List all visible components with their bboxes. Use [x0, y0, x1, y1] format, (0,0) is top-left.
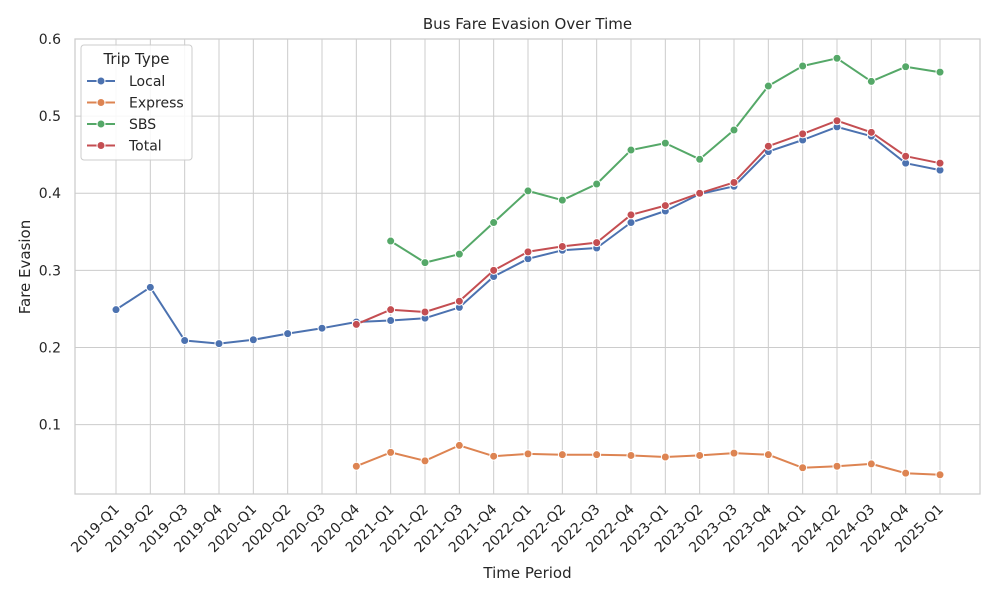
y-tick-label: 0.4	[39, 186, 61, 202]
data-point	[592, 450, 602, 460]
series-express	[351, 440, 945, 480]
data-point	[866, 127, 876, 137]
data-point	[523, 186, 533, 196]
data-point	[214, 339, 224, 349]
data-point	[489, 451, 499, 461]
data-point	[626, 218, 636, 228]
data-point	[386, 315, 396, 325]
chart-title: Bus Fare Evasion Over Time	[423, 15, 632, 33]
data-point	[557, 195, 567, 205]
data-point	[901, 468, 911, 478]
data-point	[901, 62, 911, 72]
data-point	[420, 456, 430, 466]
data-point	[798, 129, 808, 139]
data-point	[592, 179, 602, 189]
data-point	[386, 236, 396, 246]
legend-marker-total	[96, 141, 106, 150]
data-point	[695, 188, 705, 198]
data-point	[866, 459, 876, 469]
data-point	[523, 449, 533, 459]
series-lines	[111, 53, 945, 480]
legend-label-express: Express	[129, 96, 184, 112]
y-tick-label: 0.1	[39, 418, 61, 434]
data-point	[523, 247, 533, 257]
data-point	[626, 145, 636, 155]
series-sbs	[386, 53, 945, 268]
legend-marker-local	[96, 76, 106, 86]
plot-frame	[74, 38, 981, 495]
data-point	[832, 116, 842, 126]
data-point	[763, 450, 773, 460]
legend: Trip Type Local Express SBS Total	[80, 44, 193, 161]
legend-label-sbs: SBS	[129, 117, 156, 133]
data-point	[386, 305, 396, 315]
data-point	[351, 319, 361, 329]
y-tick-label: 0.2	[39, 340, 61, 356]
data-point	[557, 241, 567, 251]
data-point	[317, 323, 327, 333]
data-point	[798, 61, 808, 71]
data-point	[454, 296, 464, 306]
x-axis-title: Time Period	[482, 564, 571, 582]
data-point	[935, 158, 945, 168]
legend-box	[80, 44, 193, 161]
data-point	[145, 282, 155, 292]
legend-marker-sbs	[96, 119, 106, 129]
data-point	[832, 53, 842, 63]
data-point	[592, 238, 602, 248]
series-line-total	[355, 119, 941, 326]
data-point	[935, 67, 945, 77]
y-axis-title: Fare Evasion	[16, 220, 34, 315]
legend-marker-express	[96, 98, 106, 107]
data-point	[420, 258, 430, 268]
data-point	[695, 450, 705, 460]
data-point	[798, 463, 808, 473]
data-point	[351, 461, 361, 471]
data-point	[729, 177, 739, 187]
data-point	[729, 448, 739, 458]
y-tick-label: 0.5	[39, 109, 61, 125]
data-point	[248, 335, 258, 345]
data-point	[626, 210, 636, 220]
data-point	[901, 151, 911, 161]
y-tick-label: 0.3	[39, 263, 61, 279]
data-point	[386, 447, 396, 457]
legend-title: Trip Type	[102, 50, 169, 68]
data-point	[660, 138, 670, 148]
plot-border	[74, 38, 981, 495]
data-point	[557, 450, 567, 460]
data-point	[180, 336, 190, 346]
data-point	[660, 452, 670, 462]
data-point	[420, 307, 430, 317]
grid-lines	[75, 38, 980, 494]
y-tick-label: 0.6	[39, 32, 61, 48]
legend-label-local: Local	[129, 74, 165, 90]
data-point	[729, 125, 739, 135]
data-point	[866, 76, 876, 86]
data-point	[111, 305, 121, 315]
data-point	[660, 201, 670, 211]
data-point	[763, 81, 773, 91]
data-point	[832, 461, 842, 471]
series-line-express	[355, 444, 941, 476]
legend-label-total: Total	[128, 139, 162, 155]
data-point	[626, 450, 636, 460]
series-total	[351, 116, 945, 329]
data-point	[454, 249, 464, 259]
data-point	[283, 329, 293, 339]
data-point	[454, 440, 464, 450]
data-point	[489, 265, 499, 275]
data-point	[695, 154, 705, 164]
data-point	[763, 141, 773, 151]
data-point	[935, 470, 945, 480]
data-point	[489, 218, 499, 228]
